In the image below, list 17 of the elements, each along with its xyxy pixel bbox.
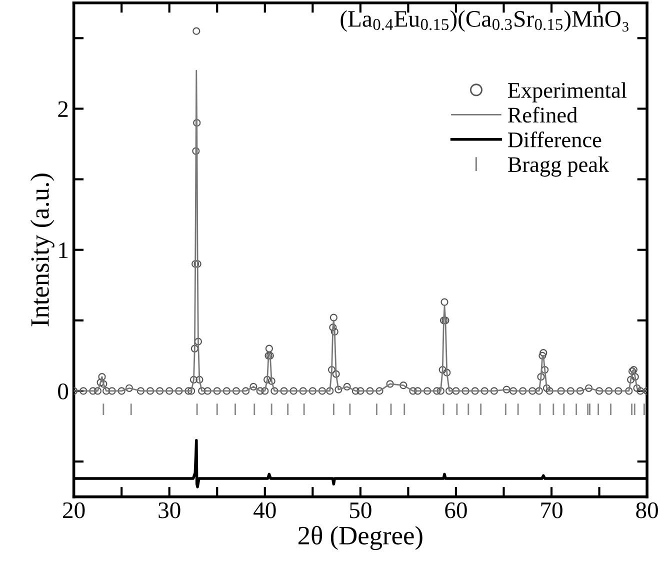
x-tick-label: 70 — [541, 502, 562, 518]
legend-label: Bragg peak — [508, 156, 610, 177]
legend-label: Difference — [508, 132, 602, 148]
y-tick-label: 2 — [58, 101, 68, 117]
legend-label: Experimental — [508, 82, 627, 102]
x-tick-label: 20 — [63, 502, 85, 518]
y-tick-label: 1 — [59, 242, 68, 258]
y-tick-label: 0 — [58, 383, 68, 400]
legend-label: Refined — [508, 106, 578, 123]
x-tick-label: 50 — [350, 502, 372, 518]
chart-title: (La$_{0.4}$Eu$_{0.15}$)(Ca$_{0.3}$Sr$_{0.15}$)MnO₃ — [340, 10, 628, 32]
x-tick-label: 40 — [254, 502, 276, 518]
x-tick-label: 60 — [445, 502, 467, 518]
x-axis-title: 2θ (Degree) — [298, 526, 422, 550]
x-tick-label: 80 — [636, 502, 658, 518]
x-tick-label: 30 — [158, 502, 180, 518]
y-axis-title: Intensity (a.u.) — [30, 174, 54, 326]
